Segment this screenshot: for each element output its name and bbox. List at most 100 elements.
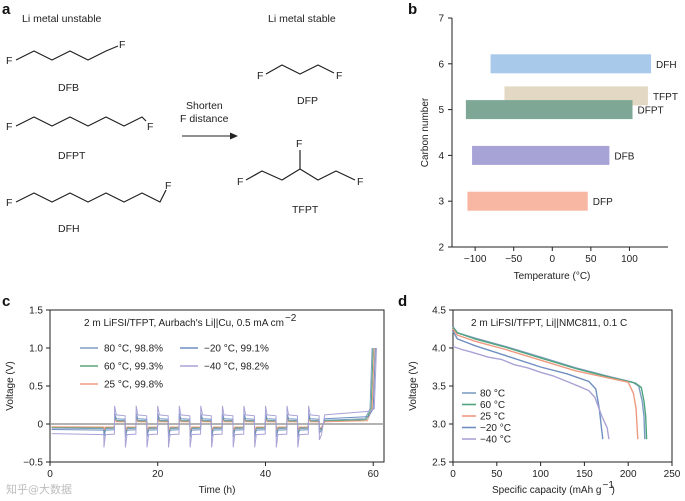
- stable-header: Li metal stable: [268, 13, 336, 25]
- bar-dfpt: [465, 100, 633, 120]
- x-axis-title-tail: ): [612, 485, 615, 496]
- y-tick-label: 4.5: [432, 306, 446, 317]
- y-tick-label: 0: [37, 420, 43, 431]
- x-tick-label: 0: [550, 254, 556, 265]
- y-tick-label: 0.5: [29, 382, 43, 393]
- molecule-tfpt: F F F TFPT: [237, 138, 363, 216]
- y-tick-label: 2: [438, 243, 444, 254]
- fluorine-atom: F: [296, 138, 302, 150]
- y-tick-label: 5: [438, 105, 444, 116]
- chart-panel-c: −0.5 0 0.5 1.0 1.5 0 20 40 60 2 m LiFSI/TFPT, Aur…: [5, 306, 385, 496]
- y-axis-title: Carbon number: [420, 97, 431, 167]
- legend-label: 25 °C: [480, 412, 505, 423]
- x-tick-label: 150: [576, 469, 593, 480]
- fluorine-atom: F: [6, 121, 12, 133]
- y-tick-label: 4: [438, 151, 444, 162]
- chart-title-superscript: −2: [285, 313, 297, 324]
- y-axis-title: Voltage (V): [408, 361, 419, 410]
- fluorine-atom: F: [6, 197, 12, 209]
- x-tick-label: 0: [47, 469, 53, 480]
- legend-label: −20 °C: [480, 423, 511, 434]
- fluorine-atom: F: [357, 176, 363, 188]
- fluorine-atom: F: [119, 39, 125, 51]
- bar-label: DFH: [656, 60, 677, 71]
- arrow-label-line1: Shorten: [186, 100, 223, 112]
- x-tick-label: 0: [450, 469, 456, 480]
- chart-title: 2 m LiFSI/TFPT, Li||NMC811, 0.1 C: [471, 318, 627, 329]
- bar-label: DFP: [593, 197, 613, 208]
- series-line-3: [452, 330, 604, 440]
- dfh-label: DFH: [58, 223, 80, 235]
- y-tick-label: 1.0: [29, 344, 43, 355]
- bar-dfb: [472, 145, 610, 165]
- y-tick-label: 4.0: [432, 344, 446, 355]
- fluorine-atom: F: [147, 121, 153, 133]
- x-axis-title: Time (h): [199, 485, 236, 496]
- y-tick-label: 3.0: [432, 420, 446, 431]
- x-tick-label: 20: [152, 469, 164, 480]
- series-line-1: [452, 327, 648, 440]
- panel-a-label: a: [2, 1, 11, 18]
- panel-d-label: d: [398, 293, 407, 310]
- y-axis-title: Voltage (V): [5, 361, 16, 410]
- legend-label: −40 °C: [480, 435, 511, 446]
- legend-label: −20 °C, 99.1%: [204, 344, 269, 355]
- unstable-header: Li metal unstable: [22, 13, 102, 25]
- x-tick-label: 50: [491, 469, 503, 480]
- legend-label: 60 °C, 99.3%: [104, 362, 163, 373]
- molecule-dfpt: F F DFPT: [6, 116, 153, 162]
- bar-label: DFB: [614, 151, 634, 162]
- y-tick-label: 3: [438, 197, 444, 208]
- x-tick-label: 40: [260, 469, 272, 480]
- watermark: 知乎@大数据: [6, 483, 72, 496]
- x-tick-label: 50: [585, 254, 597, 265]
- x-tick-label: 200: [620, 469, 637, 480]
- dfb-label: DFB: [58, 82, 79, 94]
- bar-label: DFPT: [638, 106, 664, 117]
- molecule-dfh: F F DFH: [6, 180, 171, 235]
- legend-label: 80 °C, 98.8%: [104, 344, 163, 355]
- fluorine-atom: F: [6, 55, 12, 67]
- plot-frame: [49, 309, 385, 463]
- x-tick-label: −50: [505, 254, 522, 265]
- y-tick-label: 7: [438, 14, 444, 25]
- y-tick-label: 3.5: [432, 382, 446, 393]
- x-axis-title: Temperature (°C): [514, 271, 591, 282]
- bar-dfh: [490, 54, 652, 74]
- x-tick-label: 100: [532, 469, 549, 480]
- molecule-dfb: F F DFB: [6, 39, 125, 94]
- chart-panel-b: 2 3 4 5 6 7 −100 −50 0 50 100 DFH TFPT DFPT DFB DFP Temp…: [420, 14, 678, 283]
- x-tick-label: 60: [368, 469, 380, 480]
- legend-label: 25 °C, 99.8%: [104, 380, 163, 391]
- dfp-label: DFP: [297, 95, 318, 107]
- legend-label: 80 °C: [480, 389, 505, 400]
- series-line-4: [51, 347, 377, 448]
- shorten-arrow: Shorten F distance: [180, 100, 238, 140]
- y-tick-label: −0.5: [23, 458, 43, 469]
- y-tick-label: 6: [438, 59, 444, 70]
- x-tick-label: −100: [464, 254, 487, 265]
- molecule-dfp: F F DFP: [257, 64, 342, 107]
- fluorine-atom: F: [237, 176, 243, 188]
- panel-b-label: b: [408, 1, 417, 18]
- series-line-4: [452, 345, 610, 440]
- x-tick-label: 100: [621, 254, 638, 265]
- y-tick-label: 1.5: [29, 306, 43, 317]
- fluorine-atom: F: [336, 70, 342, 82]
- chart-panel-d: 2.5 3.0 3.5 4.0 4.5 0 50 100 150 200 250 2 m LiFSI/…: [408, 306, 681, 497]
- fluorine-atom: F: [257, 70, 263, 82]
- arrow-label-line2: F distance: [180, 113, 229, 125]
- x-axis-title: Specific capacity (mAh g: [492, 485, 602, 496]
- legend-label: −40 °C, 98.2%: [204, 362, 269, 373]
- x-axis-title-superscript: −1: [603, 480, 615, 491]
- panel-c-label: c: [2, 293, 10, 310]
- series-line-2: [452, 328, 639, 440]
- dfpt-label: DFPT: [58, 150, 86, 162]
- bar-dfp: [467, 191, 588, 211]
- legend-label: 60 °C: [480, 400, 505, 411]
- y-tick-label: 2.5: [432, 458, 446, 469]
- x-tick-label: 250: [664, 469, 681, 480]
- chart-title: 2 m LiFSI/TFPT, Aurbach's Li||Cu, 0.5 mA…: [84, 318, 284, 329]
- axis-lines: [451, 18, 668, 248]
